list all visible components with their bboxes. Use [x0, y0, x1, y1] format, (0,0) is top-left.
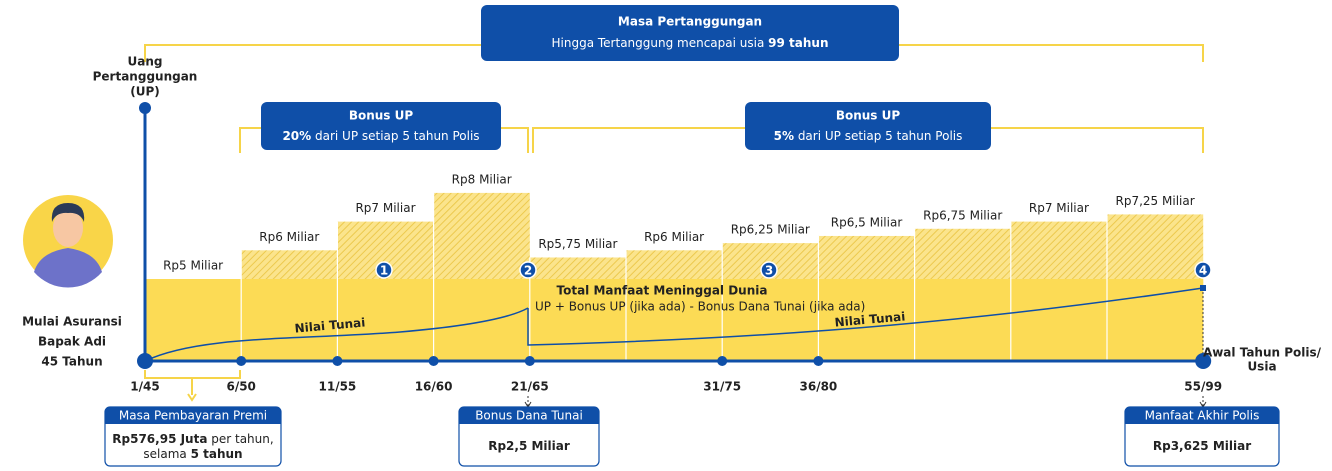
text-run: Rp3,625 Miliar [1153, 439, 1251, 453]
timeline-dot [332, 356, 342, 366]
bonus-title: Bonus UP [836, 109, 901, 123]
info-line: Rp2,5 Miliar [488, 439, 570, 453]
up-label: Pertanggungan [93, 70, 198, 84]
info-line: Rp3,625 Miliar [1153, 439, 1251, 453]
bar-label: Rp8 Miliar [452, 172, 512, 186]
timeline-dot [525, 356, 535, 366]
death-benefit-title: Total Manfaat Meninggal Dunia [557, 284, 768, 298]
axis-end-label: Usia [1247, 360, 1276, 374]
text-run: Rp576,95 Juta [112, 432, 207, 446]
coverage-subtitle: Hingga Tertanggung mencapai usia 99 tahu… [552, 36, 829, 50]
bar-label: Rp5 Miliar [163, 259, 223, 273]
coverage-title: Masa Pertanggungan [618, 15, 762, 29]
text-run: 20% [282, 129, 311, 143]
bar-label: Rp5,75 Miliar [538, 237, 617, 251]
bar-label: Rp7 Miliar [355, 201, 415, 215]
coverage-box [481, 5, 899, 61]
up-label: Uang [128, 55, 163, 69]
info-title: Manfaat Akhir Polis [1145, 409, 1260, 423]
info-title: Bonus Dana Tunai [475, 409, 583, 423]
text-run: Rp2,5 Miliar [488, 439, 570, 453]
end-point [1200, 285, 1206, 291]
text-run: Hingga Tertanggung mencapai usia [552, 36, 769, 50]
timeline-label: 55/99 [1184, 380, 1222, 394]
bonus-title: Bonus UP [349, 109, 414, 123]
text-run: dari UP setiap 5 tahun Polis [311, 129, 479, 143]
text-run: 5% [774, 129, 794, 143]
text-run: selama [143, 447, 190, 461]
bar-label: Rp6,5 Miliar [831, 215, 903, 229]
text-run: 99 tahun [768, 36, 828, 50]
timeline-label: 16/60 [415, 380, 453, 394]
bar-label: Rp6 Miliar [259, 230, 319, 244]
timeline-dot [137, 353, 153, 369]
axis-dot [139, 102, 151, 114]
insured-label: Mulai Asuransi [22, 315, 122, 329]
text-run: dari UP setiap 5 tahun Polis [794, 129, 962, 143]
bar-label: Rp7 Miliar [1029, 201, 1089, 215]
timeline-dot [429, 356, 439, 366]
bar-label: Rp7,25 Miliar [1116, 194, 1195, 208]
text-run: per tahun, [207, 432, 273, 446]
bar-label: Rp6,75 Miliar [923, 208, 1002, 222]
bar-label: Rp6,25 Miliar [731, 223, 810, 237]
insured-label: Bapak Adi [38, 335, 106, 349]
insured-label: 45 Tahun [41, 355, 102, 369]
step-number: 4 [1199, 264, 1207, 278]
bonus-text: 20% dari UP setiap 5 tahun Polis [282, 129, 479, 143]
step-number: 3 [765, 264, 773, 278]
timeline-dot [717, 356, 727, 366]
death-benefit-formula: UP + Bonus UP (jika ada) - Bonus Dana Tu… [535, 300, 865, 314]
timeline-dot [236, 356, 246, 366]
infographic: Rp5 Miliar Rp6 Miliar Rp7 Miliar Rp8 Miliar… [0, 0, 1332, 471]
timeline-label: 31/75 [703, 380, 741, 394]
step-number: 2 [524, 264, 532, 278]
bar-label: Rp6 Miliar [644, 230, 704, 244]
text-run: 5 tahun [191, 447, 243, 461]
info-line: selama 5 tahun [143, 447, 242, 461]
timeline-label: 36/80 [800, 380, 838, 394]
axis-end-label: Awal Tahun Polis/ [1203, 346, 1322, 360]
info-title: Masa Pembayaran Premi [119, 409, 267, 423]
timeline-label: 6/50 [226, 380, 255, 394]
step-number: 1 [380, 264, 388, 278]
timeline-dot [813, 356, 823, 366]
timeline-label: 21/65 [511, 380, 549, 394]
timeline-label: 1/45 [130, 380, 159, 394]
timeline-label: 11/55 [319, 380, 357, 394]
info-line: Rp576,95 Juta per tahun, [112, 432, 273, 446]
up-label: (UP) [130, 85, 160, 99]
bonus-text: 5% dari UP setiap 5 tahun Polis [774, 129, 963, 143]
